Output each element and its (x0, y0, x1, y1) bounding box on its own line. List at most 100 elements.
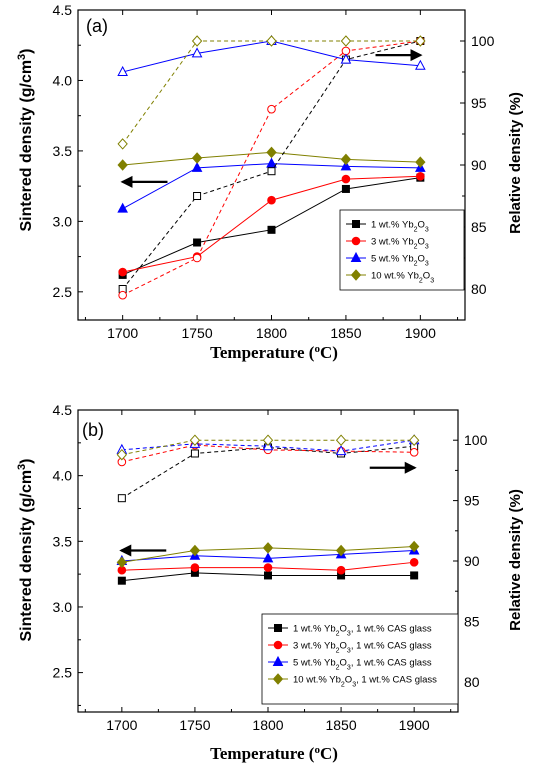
data-point (416, 171, 425, 181)
data-point (335, 434, 347, 446)
data-point (190, 563, 200, 572)
y2-tick-label: 90 (464, 553, 480, 569)
data-point (190, 449, 199, 458)
data-point (118, 267, 127, 277)
arrow-left (119, 544, 167, 557)
x-axis-label-a: Temperature (oC) (210, 343, 338, 362)
data-point (117, 159, 128, 171)
y-axis-label-right-a: Relative density (%) (507, 92, 524, 234)
y-tick-label: 4.0 (53, 72, 73, 88)
data-point (193, 192, 202, 200)
y2-tick-label: 80 (464, 674, 480, 690)
data-point (341, 174, 351, 184)
data-point (191, 47, 203, 58)
legend-entry: 3 wt.% Yb2O3 (371, 237, 429, 251)
plot-area-a: 1700 1750 1800 1850 1900 2.5 3.0 3.5 4.0 4.5 80 85 9… (53, 2, 495, 341)
x-tick-label: 1800 (252, 717, 283, 733)
y2-tick-label: 100 (464, 432, 488, 448)
y-tick-label: 4.0 (53, 468, 73, 484)
legend-marker (272, 673, 284, 685)
data-point (409, 558, 419, 567)
y-tick-label: 4.5 (53, 2, 73, 18)
y2-tick-label: 90 (471, 157, 487, 173)
x-tick-label: 1750 (181, 325, 212, 341)
x-tick-label: 1850 (325, 717, 356, 733)
legend-entry: 10 wt.% Yb2O3, 1 wt.% CAS glass (293, 675, 437, 689)
x-axis-label-b: Temperature (oC) (210, 744, 338, 763)
data-point (266, 157, 277, 168)
data-point (267, 195, 276, 205)
series-line-7 (122, 40, 421, 145)
legend-marker (350, 269, 362, 281)
series-line-4 (121, 445, 415, 499)
legend-marker (274, 624, 282, 632)
y2-tick-label: 85 (471, 219, 487, 235)
x-tick-label: 1750 (179, 717, 210, 733)
data-point (117, 65, 128, 76)
y-tick-label: 3.5 (53, 143, 73, 159)
data-point (262, 552, 274, 563)
legend-box (261, 613, 459, 705)
arrow-right (375, 49, 423, 62)
legend: 1 wt.% Yb2O3 3 wt.% Yb2O3 5 wt.% Yb2O3 10 w… (339, 209, 465, 291)
data-point (263, 563, 273, 572)
legend-entry: 1 wt.% Yb2O3 (371, 220, 429, 234)
data-point (116, 556, 128, 569)
data-point (191, 161, 203, 172)
data-point (415, 35, 426, 47)
data-point (262, 434, 274, 446)
legend-entry: 3 wt.% Yb2O3, 1 wt.% CAS glass (293, 641, 432, 655)
legend-entry: 5 wt.% Yb2O3 (371, 254, 429, 268)
y-axis-label-right-b: Relative density (%) (507, 489, 524, 631)
y2-tick-label: 95 (464, 493, 480, 509)
data-point (117, 202, 128, 213)
data-point (340, 160, 352, 171)
y-tick-label: 3.5 (53, 533, 73, 549)
data-point (191, 152, 203, 164)
data-point (191, 35, 203, 47)
data-point (341, 184, 350, 193)
data-point (267, 167, 276, 176)
legend-marker (273, 640, 283, 650)
y-tick-label: 4.5 (53, 402, 73, 418)
y2-tick-label: 100 (471, 33, 495, 49)
data-point (410, 571, 419, 580)
arrow-left (120, 175, 168, 188)
data-point (336, 565, 346, 575)
y2-tick-label: 85 (464, 613, 480, 629)
data-point (116, 448, 128, 461)
data-point (189, 544, 201, 557)
legend-marker (350, 251, 362, 262)
data-point (415, 59, 426, 70)
data-point (264, 571, 272, 580)
data-point (267, 225, 276, 234)
panel-label-b: (b) (82, 420, 104, 440)
legend-marker (352, 220, 360, 228)
y-tick-label: 2.5 (53, 284, 73, 300)
y-tick-label: 3.0 (53, 213, 73, 229)
data-point (408, 434, 420, 446)
data-point (408, 540, 420, 553)
plot-area-b: 1700 1750 1800 1850 1900 2.5 3.0 3.5 4.0 4.5 80 85 9… (53, 402, 488, 733)
x-tick-label: 1900 (405, 325, 436, 341)
legend-entry: 1 wt.% Yb2O3, 1 wt.% CAS glass (293, 624, 432, 638)
data-point (266, 35, 277, 47)
legend-marker (272, 655, 284, 666)
legend: 1 wt.% Yb2O3, 1 wt.% CAS glass 3 wt.% Yb2… (261, 613, 459, 705)
legend-marker (351, 236, 361, 246)
data-point (415, 156, 426, 168)
x-tick-label: 1700 (106, 717, 137, 733)
legend-entry: 10 wt.% Yb2O3 (371, 271, 434, 285)
data-point (335, 544, 347, 557)
data-point (189, 434, 201, 446)
x-tick-label: 1850 (330, 325, 361, 341)
x-tick-label: 1900 (399, 717, 430, 733)
data-point (193, 238, 202, 247)
x-tick-label: 1700 (107, 325, 138, 341)
data-point (117, 138, 128, 150)
legend-entry: 5 wt.% Yb2O3, 1 wt.% CAS glass (293, 658, 432, 672)
arrow-right (369, 461, 417, 474)
y-axis-label-left-a: Sintered density (g/cm3) (16, 48, 35, 231)
y-tick-label: 3.0 (53, 599, 73, 615)
